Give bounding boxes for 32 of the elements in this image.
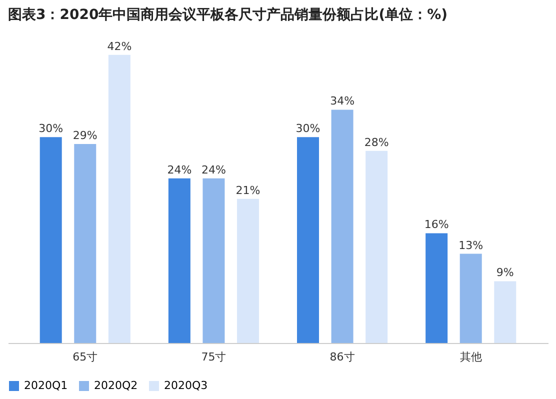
bar [202, 178, 225, 343]
data-label: 42% [107, 40, 132, 53]
bar [297, 137, 319, 343]
data-label: 34% [330, 94, 355, 108]
data-label: 30% [38, 122, 64, 136]
x-tick-label: 86寸 [330, 350, 355, 364]
bar [40, 137, 62, 343]
bar [108, 54, 130, 343]
data-label: 24% [201, 163, 226, 176]
x-tick-label: 65寸 [72, 350, 98, 364]
legend-label: 2020Q3 [164, 379, 208, 392]
data-label: 30% [296, 122, 320, 136]
bar [331, 110, 354, 343]
data-label: 21% [236, 184, 260, 197]
data-label: 9% [496, 266, 514, 280]
x-tick-label: 75寸 [201, 350, 226, 364]
x-tick-label: 其他 [460, 350, 482, 364]
data-label: 16% [424, 218, 449, 232]
legend-label: 2020Q2 [94, 379, 138, 392]
data-label: 13% [458, 238, 484, 252]
bar [168, 178, 190, 343]
bar [426, 233, 448, 343]
data-label: 28% [364, 136, 389, 149]
bar [366, 150, 388, 343]
bar [237, 198, 259, 343]
chart-title: 图表3：2020年中国商用会议平板各尺寸产品销量份额占比(单位：%) [8, 6, 448, 23]
data-label: 29% [72, 129, 98, 142]
bar [74, 144, 96, 343]
legend-label: 2020Q1 [24, 379, 68, 392]
bar [460, 254, 482, 343]
data-label: 24% [167, 163, 192, 176]
bar [494, 281, 516, 343]
